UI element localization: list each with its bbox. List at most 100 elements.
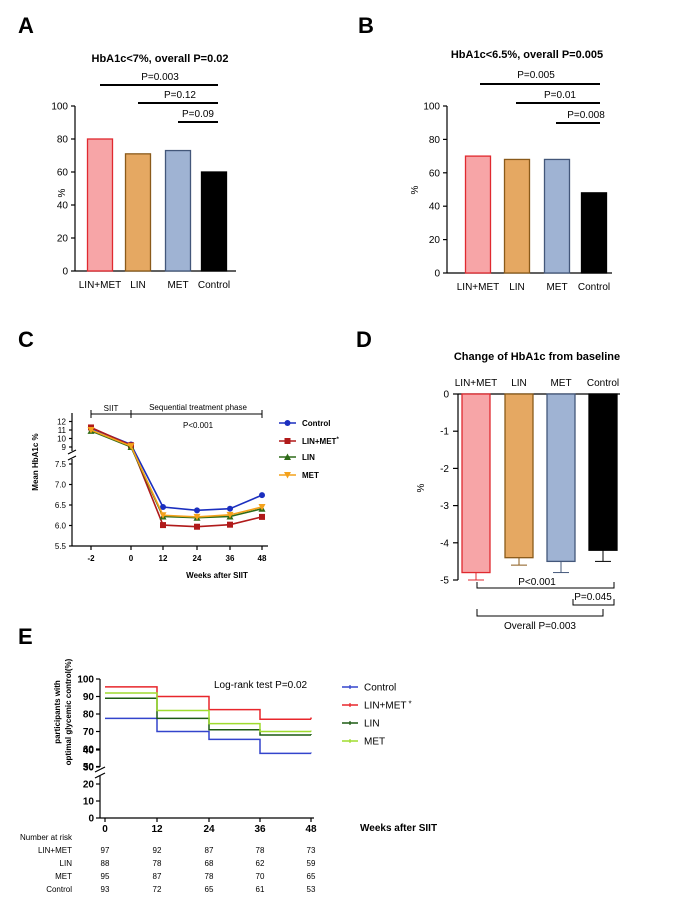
bar-lin [504,393,534,559]
data-point-met [226,511,234,519]
y-tick-label: 90 [83,692,95,703]
comparison-label: P=0.008 [567,110,605,121]
panel-b-chart: HbA1c<6.5%, overall P=0.005 % P=0.005 P=… [410,49,612,293]
panel-a-chart: HbA1c<7%, overall P=0.02 % P=0.003 P=0.1… [51,53,236,291]
y-tick-label: 0 [434,269,440,280]
y-tick-label: 7.0 [55,481,67,490]
y-axis-label: % [410,185,421,194]
y-axis-label: % [416,483,427,492]
data-point-lin-met [194,523,200,530]
legend-label-met: MET [364,737,385,748]
bar-lin-met [461,393,491,574]
x-tick-label: 48 [305,824,317,835]
x-tick-label: LIN+MET [455,378,498,389]
series-line-lin-met [105,686,311,720]
series-line-control [105,717,311,755]
y-tick-label: 0 [88,814,94,825]
y-tick-label: 20 [57,234,69,245]
comparison-label: P=0.003 [141,72,179,83]
risk-cell: 68 [205,859,214,868]
legend-marker-lin [284,453,291,460]
data-point-lin-met [227,521,233,528]
risk-cell: 78 [205,872,214,881]
risk-cell: 87 [153,872,162,881]
x-tick-label: LIN [509,282,525,293]
x-tick-label: Control [198,280,230,291]
legend-marker-lin-met [284,438,291,444]
p-value-annotation: P<0.001 [183,421,214,430]
risk-cell: 93 [101,885,110,894]
data-point-control [227,505,233,512]
legend-marker-met [284,472,291,479]
legend-label-lin: LIN [302,453,315,462]
risk-cell: 87 [205,846,214,855]
risk-row-label: Control [46,885,72,894]
data-point-met [127,443,135,450]
legend-label-met: MET [302,471,319,480]
x-tick-label: 12 [159,554,168,563]
comparison-label: P=0.01 [544,90,576,101]
x-tick-label: 12 [151,824,163,835]
bar-lin-met [86,138,114,272]
panel-label-c: C [18,327,34,352]
comparison-label: Overall P=0.003 [504,621,576,632]
series-line-lin [105,697,311,736]
x-tick-label: 0 [102,824,108,835]
y-tick-label: -3 [440,501,449,512]
x-tick-label: Control [578,282,610,293]
x-tick-label: -2 [87,554,95,563]
y-tick-label: 70 [83,727,95,738]
axis-break [67,455,77,461]
risk-cell: 59 [307,859,316,868]
comparison-bracket [476,582,615,589]
risk-cell: 97 [101,846,110,855]
x-axis-label: Weeks after SIIT [360,823,437,834]
y-tick-label: 20 [429,235,441,246]
y-tick-label: 0 [443,390,449,401]
risk-cell: 88 [101,859,110,868]
comparison-bracket [476,609,604,617]
x-tick-label: LIN [511,378,527,389]
risk-cell: 65 [307,872,316,881]
panel-label-a: A [18,13,34,38]
y-tick-label: 11 [58,426,67,435]
comparison-label: P=0.005 [517,70,555,81]
data-point-met [87,427,95,434]
risk-table-title: Number at risk [20,833,73,842]
risk-cell: 62 [256,859,265,868]
y-tick-label: -4 [440,538,449,549]
panel-c-chart: Mean HbA1c % Weeks after SIIT SIIT Seque… [31,403,339,580]
y-tick-label: -1 [440,427,449,438]
risk-cell: 72 [153,885,162,894]
y-tick-label: 9 [62,443,67,452]
x-tick-label: 48 [258,554,267,563]
bar-control [200,171,228,272]
x-tick-label: MET [550,378,571,389]
y-tick-label: 10 [57,435,66,444]
bar-met [543,158,571,274]
y-tick-label: 40 [429,202,441,213]
x-tick-label: LIN [130,280,146,291]
y-tick-label: 50 [83,762,95,773]
y-tick-label: 40 [83,746,95,757]
data-point-lin-met [160,522,166,529]
bar-met [546,393,576,563]
x-tick-label: MET [546,282,567,293]
panel-label-b: B [358,13,374,38]
comparison-label: P=0.09 [182,109,214,120]
x-tick-label: 24 [203,824,215,835]
axis-break [94,766,106,773]
x-tick-label: 0 [129,554,134,563]
panel-e-chart: participants with optimal glycemic contr… [20,658,437,894]
y-tick-label: 100 [51,102,68,113]
y-tick-label: 60 [83,745,95,756]
panel-d-chart: Change of HbA1c from baseline % P<0.001 … [416,351,620,632]
legend-marker-control [284,420,291,426]
data-point-control [160,504,166,511]
y-tick-label: 80 [57,135,69,146]
x-tick-label: Control [587,378,619,389]
risk-cell: 78 [256,846,265,855]
risk-cell: 73 [307,846,316,855]
chart-title: Change of HbA1c from baseline [454,351,620,363]
comparison-bracket [572,599,615,606]
